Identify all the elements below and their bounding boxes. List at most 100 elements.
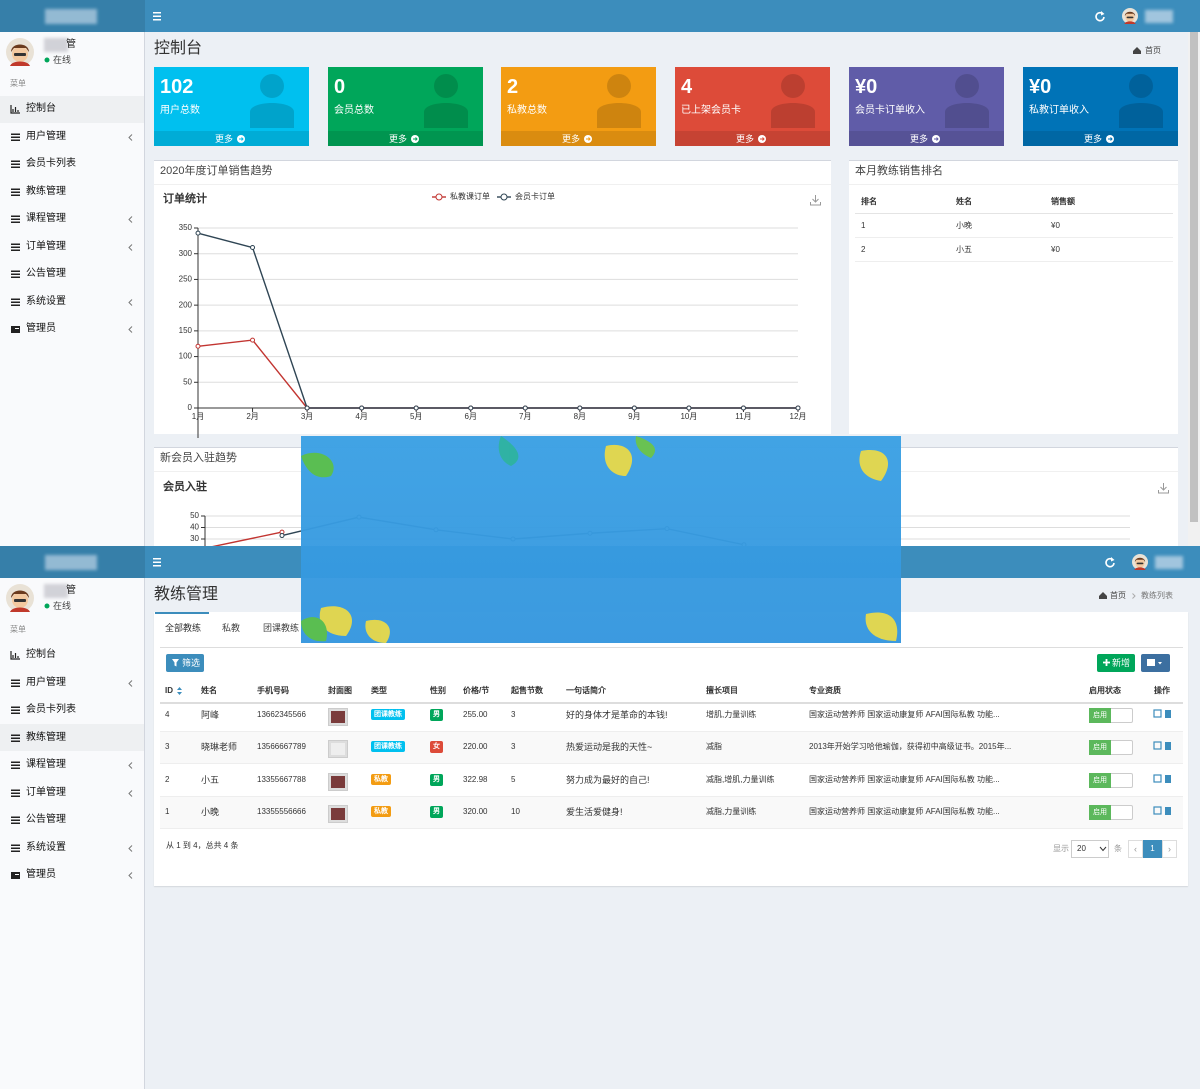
table-rule: [855, 260, 1173, 262]
switch-on[interactable]: 启用: [1089, 772, 1111, 788]
menu-item[interactable]: 管理员: [26, 323, 56, 334]
page-prev-label[interactable]: ‹: [1134, 844, 1137, 854]
chevron-path: [128, 298, 133, 306]
edit-icon[interactable]: [1153, 773, 1162, 783]
x-tick-label: 12月: [790, 412, 807, 421]
legend-marker: [500, 193, 508, 201]
data-point: [413, 405, 419, 411]
columns-caret: [1158, 662, 1162, 665]
page-size-select[interactable]: [1071, 840, 1109, 858]
status-dot: [44, 603, 50, 609]
add-button[interactable]: [1097, 654, 1135, 672]
table-header: 姓名: [956, 197, 972, 206]
menu-icon-bar: [11, 163, 20, 165]
submenu-chevron: [128, 133, 133, 141]
filter-button[interactable]: [166, 654, 204, 672]
columns-button[interactable]: [1141, 654, 1170, 672]
menu-item[interactable]: 会员卡列表: [26, 158, 76, 169]
table-header: 操作: [1154, 686, 1170, 695]
menu-icon-bar: [11, 215, 20, 217]
home-icon: [1133, 47, 1141, 54]
menu-icon-card: [11, 872, 20, 879]
avatar-hair: [11, 44, 29, 52]
menu-item[interactable]: 控制台: [26, 649, 56, 660]
stat-more[interactable]: 更多: [1083, 134, 1103, 144]
breadcrumb[interactable]: 首页: [1145, 46, 1161, 55]
menu-item[interactable]: 公告管理: [26, 814, 66, 825]
tab[interactable]: 私教: [222, 623, 241, 633]
menu-item[interactable]: 系统设置: [26, 841, 66, 853]
page-next-label[interactable]: ›: [1168, 844, 1171, 854]
switch-on[interactable]: 启用: [1089, 740, 1111, 756]
delete-icon[interactable]: [1165, 806, 1171, 815]
menu-icon: [11, 844, 20, 852]
avatar: [1122, 8, 1138, 24]
stat-more[interactable]: 更多: [214, 134, 234, 144]
stat-more[interactable]: 更多: [909, 134, 929, 144]
menu-icon-bar: [11, 679, 20, 681]
avatar-body: [10, 607, 30, 612]
x-tick-label: 6月: [465, 412, 477, 421]
menu-item[interactable]: 用户管理: [26, 676, 66, 688]
cover-photo: [331, 711, 345, 723]
menu-icon-bar: [11, 218, 20, 220]
breadcrumb-sep: [1132, 593, 1136, 599]
tab[interactable]: 团课教练: [263, 623, 300, 633]
menu-item[interactable]: 教练管理: [26, 185, 66, 197]
menu-item[interactable]: 控制台: [26, 103, 56, 114]
stat-more-icon: [1106, 135, 1114, 143]
menu-item[interactable]: 会员卡列表: [26, 704, 76, 715]
menu-item[interactable]: 公告管理: [26, 268, 66, 279]
stat-footer: [328, 131, 483, 146]
switch-on[interactable]: 启用: [1089, 804, 1111, 820]
menu-item[interactable]: 订单管理: [26, 786, 66, 798]
menu-toggle-bar: [153, 19, 161, 21]
stat-label: 私教总数: [507, 105, 547, 116]
add-label[interactable]: 新增: [1112, 658, 1131, 668]
legend-label: 私教课订单: [450, 191, 490, 201]
switch-on[interactable]: 启用: [1089, 708, 1111, 723]
menu-item[interactable]: 管理员: [26, 869, 56, 880]
menu-item[interactable]: 教练管理: [26, 731, 66, 743]
stat-more-icon: [237, 135, 245, 143]
stat-more[interactable]: 更多: [735, 134, 755, 144]
sidebar-menu-title: 菜单: [10, 79, 26, 88]
table-cell: ¥0: [1051, 221, 1060, 230]
overlay-image: [301, 436, 901, 643]
table-cell: 小晚: [956, 221, 972, 230]
page-number[interactable]: 1: [1150, 844, 1155, 853]
delete-icon[interactable]: [1165, 742, 1171, 751]
menu-icon-bar: [11, 249, 20, 251]
breadcrumb[interactable]: 首页: [1110, 591, 1126, 600]
menu-item[interactable]: 课程管理: [26, 759, 66, 770]
leaves: [301, 436, 898, 643]
menu-toggle: [153, 558, 161, 567]
edit-icon[interactable]: [1153, 709, 1162, 718]
menu-icon-bar: [11, 819, 20, 821]
stat-more[interactable]: 更多: [388, 134, 408, 144]
x-tick-label: 7月: [519, 412, 531, 421]
filter-label[interactable]: 筛选: [182, 658, 201, 668]
delete-icon[interactable]: [1165, 774, 1171, 783]
stat-box: [501, 67, 656, 146]
gender-badge: 女: [430, 741, 443, 754]
menu-item[interactable]: 用户管理: [26, 130, 66, 142]
table-header[interactable]: ID: [165, 686, 173, 695]
menu-item[interactable]: 系统设置: [26, 295, 66, 307]
cell-name: 晓琳老师: [201, 742, 238, 753]
tab[interactable]: 全部教练: [165, 623, 202, 633]
leaf: [604, 444, 633, 476]
delete-icon[interactable]: [1165, 710, 1171, 718]
sidebar-user: 管: [66, 585, 76, 596]
page-size-value[interactable]: 20: [1077, 844, 1086, 853]
stat-more[interactable]: 更多: [561, 134, 581, 144]
menu-icon-bar: [11, 191, 20, 193]
edit-icon[interactable]: [1153, 741, 1162, 750]
menu-item[interactable]: 课程管理: [26, 213, 66, 224]
avatar-hair: [1134, 557, 1146, 562]
table-header: 性别: [430, 686, 446, 695]
x-tick-label: 5月: [410, 412, 422, 421]
menu-item[interactable]: 订单管理: [26, 240, 66, 252]
stat-more-icon: [411, 135, 419, 143]
edit-icon[interactable]: [1153, 806, 1162, 815]
